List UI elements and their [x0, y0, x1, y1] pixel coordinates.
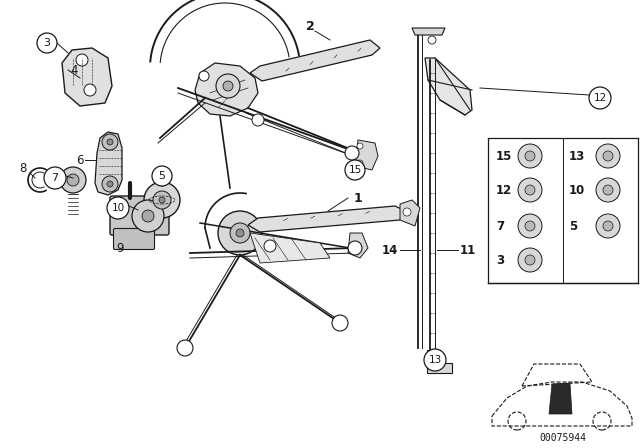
Text: 3: 3 — [496, 254, 504, 267]
Circle shape — [348, 241, 362, 255]
Polygon shape — [425, 58, 472, 115]
Circle shape — [596, 144, 620, 168]
Circle shape — [525, 185, 535, 195]
Circle shape — [332, 315, 348, 331]
Circle shape — [44, 167, 66, 189]
Text: 15: 15 — [348, 165, 362, 175]
Circle shape — [589, 87, 611, 109]
Text: 5: 5 — [159, 171, 166, 181]
Polygon shape — [248, 206, 408, 232]
Circle shape — [199, 71, 209, 81]
Circle shape — [424, 349, 446, 371]
Circle shape — [107, 181, 113, 187]
Polygon shape — [400, 200, 420, 226]
Circle shape — [403, 208, 411, 216]
Circle shape — [596, 178, 620, 202]
Circle shape — [67, 174, 79, 186]
Circle shape — [357, 160, 363, 166]
Circle shape — [428, 36, 436, 44]
Circle shape — [603, 151, 613, 161]
Polygon shape — [250, 40, 380, 81]
Circle shape — [252, 114, 264, 126]
Circle shape — [230, 223, 250, 243]
Text: 10: 10 — [111, 203, 125, 213]
Circle shape — [144, 182, 180, 218]
Circle shape — [223, 81, 233, 91]
Text: 10: 10 — [569, 184, 585, 197]
Circle shape — [216, 74, 240, 98]
Text: 9: 9 — [116, 241, 124, 254]
Text: 1: 1 — [354, 191, 362, 204]
Circle shape — [603, 221, 613, 231]
Text: 13: 13 — [428, 355, 442, 365]
Text: 5: 5 — [569, 220, 577, 233]
Text: 6: 6 — [77, 154, 84, 167]
Circle shape — [525, 151, 535, 161]
Circle shape — [236, 229, 244, 237]
Circle shape — [218, 211, 262, 255]
Polygon shape — [355, 140, 378, 170]
Circle shape — [107, 139, 113, 145]
Circle shape — [76, 54, 88, 66]
Circle shape — [142, 210, 154, 222]
Polygon shape — [195, 63, 258, 116]
FancyBboxPatch shape — [110, 196, 169, 235]
Polygon shape — [427, 350, 452, 373]
Polygon shape — [348, 233, 368, 258]
Circle shape — [525, 255, 535, 265]
Circle shape — [596, 214, 620, 238]
Circle shape — [264, 240, 276, 252]
Circle shape — [159, 197, 165, 203]
Circle shape — [357, 143, 363, 149]
Circle shape — [60, 167, 86, 193]
Circle shape — [37, 33, 57, 53]
Circle shape — [132, 200, 164, 232]
Text: 3: 3 — [44, 38, 51, 48]
Circle shape — [518, 144, 542, 168]
Text: 8: 8 — [19, 161, 27, 175]
Circle shape — [153, 191, 171, 209]
Circle shape — [102, 176, 118, 192]
Text: 13: 13 — [569, 150, 585, 163]
Polygon shape — [62, 48, 112, 106]
Circle shape — [518, 248, 542, 272]
Circle shape — [525, 221, 535, 231]
FancyBboxPatch shape — [113, 228, 154, 250]
Text: 14: 14 — [381, 244, 398, 257]
Circle shape — [177, 340, 193, 356]
Text: 12: 12 — [593, 93, 607, 103]
Text: 11: 11 — [460, 244, 476, 257]
Text: 4: 4 — [70, 64, 77, 77]
Circle shape — [518, 214, 542, 238]
Text: 7: 7 — [496, 220, 504, 233]
Circle shape — [152, 166, 172, 186]
Circle shape — [102, 134, 118, 150]
Text: 00075944: 00075944 — [540, 433, 586, 443]
Circle shape — [345, 146, 359, 160]
Circle shape — [84, 84, 96, 96]
Text: 15: 15 — [496, 150, 513, 163]
Circle shape — [107, 197, 129, 219]
Polygon shape — [250, 233, 330, 263]
Text: 12: 12 — [496, 184, 512, 197]
Circle shape — [518, 178, 542, 202]
Polygon shape — [412, 28, 445, 35]
Polygon shape — [95, 132, 122, 195]
Circle shape — [345, 160, 365, 180]
Polygon shape — [549, 383, 572, 414]
Text: 7: 7 — [51, 173, 59, 183]
Text: 2: 2 — [306, 20, 314, 33]
Circle shape — [603, 185, 613, 195]
